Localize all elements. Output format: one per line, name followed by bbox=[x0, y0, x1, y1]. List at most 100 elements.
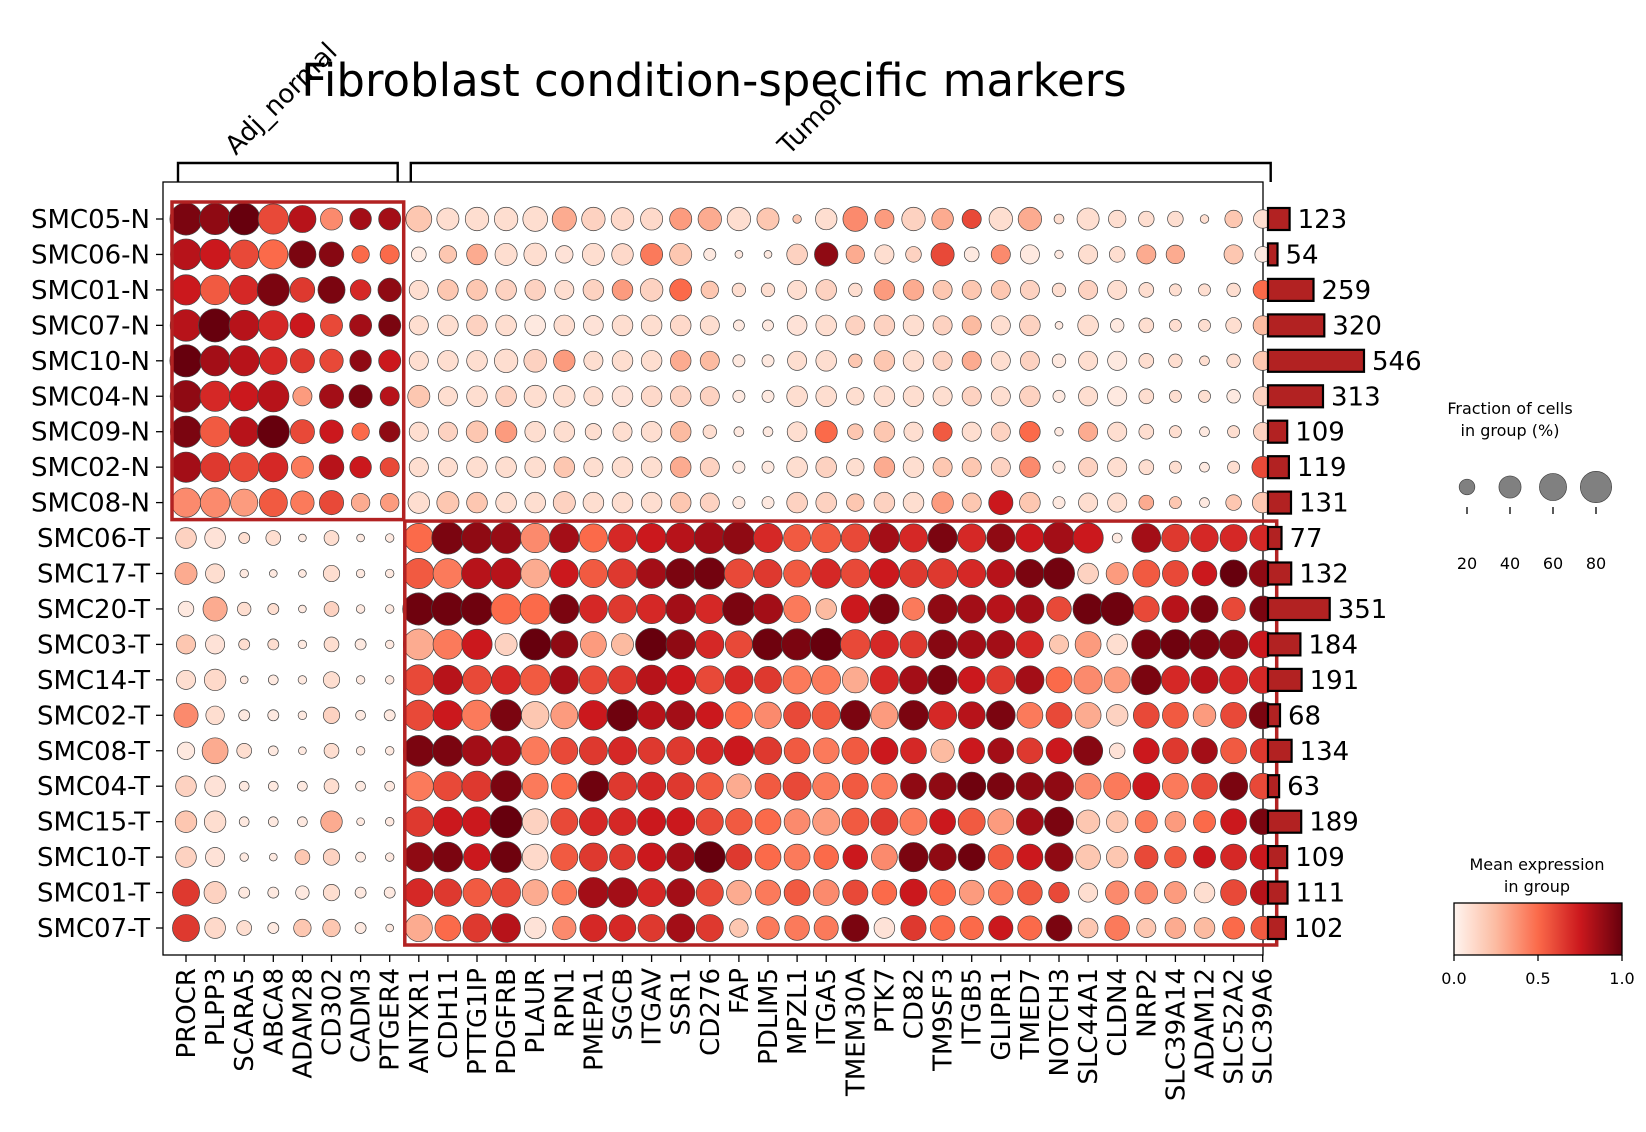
dot-SMC01-N-PTK7 bbox=[873, 279, 896, 301]
dot-SMC01-N-ADAM12 bbox=[1198, 283, 1211, 297]
dot-SMC15-T-SGCB bbox=[608, 807, 637, 836]
dot-SMC01-N-TMEM30A bbox=[848, 282, 863, 298]
dot-SMC06-T-MPZL1 bbox=[783, 524, 812, 552]
cell-count-bar bbox=[1266, 596, 1331, 622]
dot-SMC07-N-ITGAV bbox=[640, 314, 663, 337]
gene-label: PTK7 bbox=[870, 968, 900, 1033]
dot-SMC02-N-TMED7 bbox=[1019, 456, 1041, 478]
dot-SMC07-T-SGCB bbox=[608, 914, 637, 942]
dot-SMC10-T-ITGAV bbox=[637, 842, 667, 872]
dot-SMC10-T-FAP bbox=[725, 843, 753, 871]
dot-SMC03-T-GLIPR1 bbox=[986, 629, 1016, 659]
dot-SMC08-N-FAP bbox=[732, 496, 746, 510]
dot-SMC08-T-PMEPA1 bbox=[578, 736, 608, 766]
dot-SMC07-N-PTK7 bbox=[873, 314, 896, 337]
dot-SMC14-T-CLDN4 bbox=[1103, 666, 1131, 694]
dot-SMC01-T-PMEPA1 bbox=[577, 877, 609, 909]
dot-SMC07-N-ADAM12 bbox=[1198, 318, 1211, 332]
dot-SMC10-N-ANTXR1 bbox=[408, 350, 429, 371]
dot-SMC06-N-ITGA5 bbox=[814, 242, 839, 267]
dot-SMC05-N-SSR1 bbox=[669, 207, 693, 231]
cell-count-bar bbox=[1266, 738, 1293, 763]
dot-SMC08-T-PTGER4 bbox=[385, 746, 395, 756]
dot-SMC06-T-PTK7 bbox=[869, 522, 900, 554]
dot-SMC04-T-TM9SF3 bbox=[928, 772, 957, 801]
dot-SMC02-N-NRP2 bbox=[1138, 459, 1155, 475]
dot-SMC06-N-PTK7 bbox=[874, 244, 895, 265]
dot-SMC04-T-NOTCH3 bbox=[1044, 771, 1074, 802]
dot-SMC02-T-TMED7 bbox=[1016, 701, 1044, 729]
cell-count-label: 63 bbox=[1287, 772, 1320, 802]
dot-SMC01-T-ANTXR1 bbox=[404, 878, 434, 908]
dot-SMC10-N-PROCR bbox=[169, 344, 203, 378]
size-legend-label: 20 bbox=[1457, 554, 1477, 573]
dot-SMC10-T-CLDN4 bbox=[1106, 845, 1129, 869]
dot-SMC02-T-FAP bbox=[724, 701, 753, 730]
dot-SMC07-N-SLC44A1 bbox=[1077, 314, 1099, 337]
dot-SMC01-T-ADAM28 bbox=[295, 885, 310, 900]
gene-label: PROCR bbox=[172, 968, 202, 1058]
dot-SMC17-T-TM9SF3 bbox=[927, 558, 958, 589]
dot-SMC09-N-CDH11 bbox=[437, 421, 458, 442]
dot-SMC06-N-NOTCH3 bbox=[1054, 249, 1064, 260]
dot-SMC06-T-ITGAV bbox=[636, 523, 667, 553]
dot-SMC01-T-TM9SF3 bbox=[929, 879, 956, 906]
dot-SMC10-T-ANTXR1 bbox=[403, 842, 434, 873]
dot-SMC07-N-FAP bbox=[733, 319, 745, 332]
highlight-box bbox=[170, 200, 406, 522]
dot-SMC09-N-SGCB bbox=[612, 421, 633, 442]
dot-SMC07-T-SLC44A1 bbox=[1077, 917, 1099, 939]
cell-count-bar bbox=[1266, 809, 1303, 834]
dot-SMC15-T-ADAM28 bbox=[297, 816, 308, 827]
dot-SMC05-N-PTTG1IP bbox=[464, 206, 490, 232]
dot-SMC09-N-GLIPR1 bbox=[990, 421, 1011, 442]
dot-SMC03-T-FAP bbox=[724, 630, 753, 659]
dot-SMC09-N-CD302 bbox=[319, 419, 344, 444]
dot-SMC06-T-CD82 bbox=[899, 523, 928, 553]
dot-SMC17-T-PLPP3 bbox=[205, 563, 226, 584]
dot-SMC03-T-CADM3 bbox=[354, 638, 367, 651]
dot-SMC01-T-TMED7 bbox=[1017, 879, 1043, 906]
dot-SMC07-T-NRP2 bbox=[1136, 918, 1157, 938]
dot-SMC06-N-SSR1 bbox=[669, 242, 693, 266]
group-label: SMC02-T bbox=[37, 701, 150, 731]
gene-label: ADAM12 bbox=[1191, 968, 1221, 1079]
dot-SMC05-N-CADM3 bbox=[349, 207, 372, 231]
dot-SMC08-T-SLC52A2 bbox=[1220, 737, 1247, 765]
dot-SMC14-T-SCARA5 bbox=[239, 675, 249, 685]
dot-SMC14-T-PLAUR bbox=[519, 664, 551, 696]
dot-SMC01-N-ADAM28 bbox=[289, 277, 316, 303]
gene-label: PLAUR bbox=[521, 968, 551, 1054]
dot-SMC17-T-PMEPA1 bbox=[578, 559, 608, 588]
dot-SMC04-N-FAP bbox=[732, 389, 746, 403]
dot-SMC01-N-PMEPA1 bbox=[582, 279, 605, 301]
dot-SMC14-T-SLC44A1 bbox=[1073, 665, 1103, 695]
dot-SMC08-N-SLC52A2 bbox=[1225, 494, 1242, 511]
dot-SMC04-T-PDGFRB bbox=[490, 770, 522, 803]
gene-label: SLC39A6 bbox=[1249, 968, 1279, 1085]
dot-SMC07-T-NOTCH3 bbox=[1045, 914, 1073, 942]
dot-SMC08-N-PDGFRB bbox=[495, 491, 517, 514]
dot-SMC06-T-ABCA8 bbox=[265, 530, 282, 546]
dot-SMC10-T-PTGER4 bbox=[385, 852, 395, 862]
dot-SMC01-T-SGCB bbox=[607, 877, 638, 908]
gene-label: CLDN4 bbox=[1103, 968, 1133, 1057]
dot-SMC10-N-ITGAV bbox=[640, 350, 663, 372]
dot-SMC10-T-PROCR bbox=[175, 846, 197, 868]
dot-SMC14-T-FAP bbox=[724, 665, 754, 695]
dot-SMC02-N-FAP bbox=[732, 460, 746, 474]
dot-SMC10-T-PDGFRB bbox=[490, 841, 522, 873]
dot-SMC05-N-PTK7 bbox=[874, 209, 895, 229]
dot-SMC02-T-PTK7 bbox=[870, 701, 899, 730]
group-label: SMC08-N bbox=[31, 489, 150, 519]
dot-SMC02-T-MPZL1 bbox=[783, 701, 812, 730]
dot-SMC02-N-MPZL1 bbox=[786, 456, 808, 478]
dot-SMC08-N-PMEPA1 bbox=[582, 491, 605, 514]
dot-SMC09-N-PTTG1IP bbox=[465, 420, 489, 443]
dot-SMC01-N-PROCR bbox=[170, 274, 202, 306]
group-label: SMC01-N bbox=[31, 276, 150, 306]
dot-SMC20-T-RPN1 bbox=[549, 594, 580, 624]
dot-SMC07-T-PLAUR bbox=[524, 916, 547, 940]
dot-SMC08-N-CD82 bbox=[902, 491, 925, 514]
